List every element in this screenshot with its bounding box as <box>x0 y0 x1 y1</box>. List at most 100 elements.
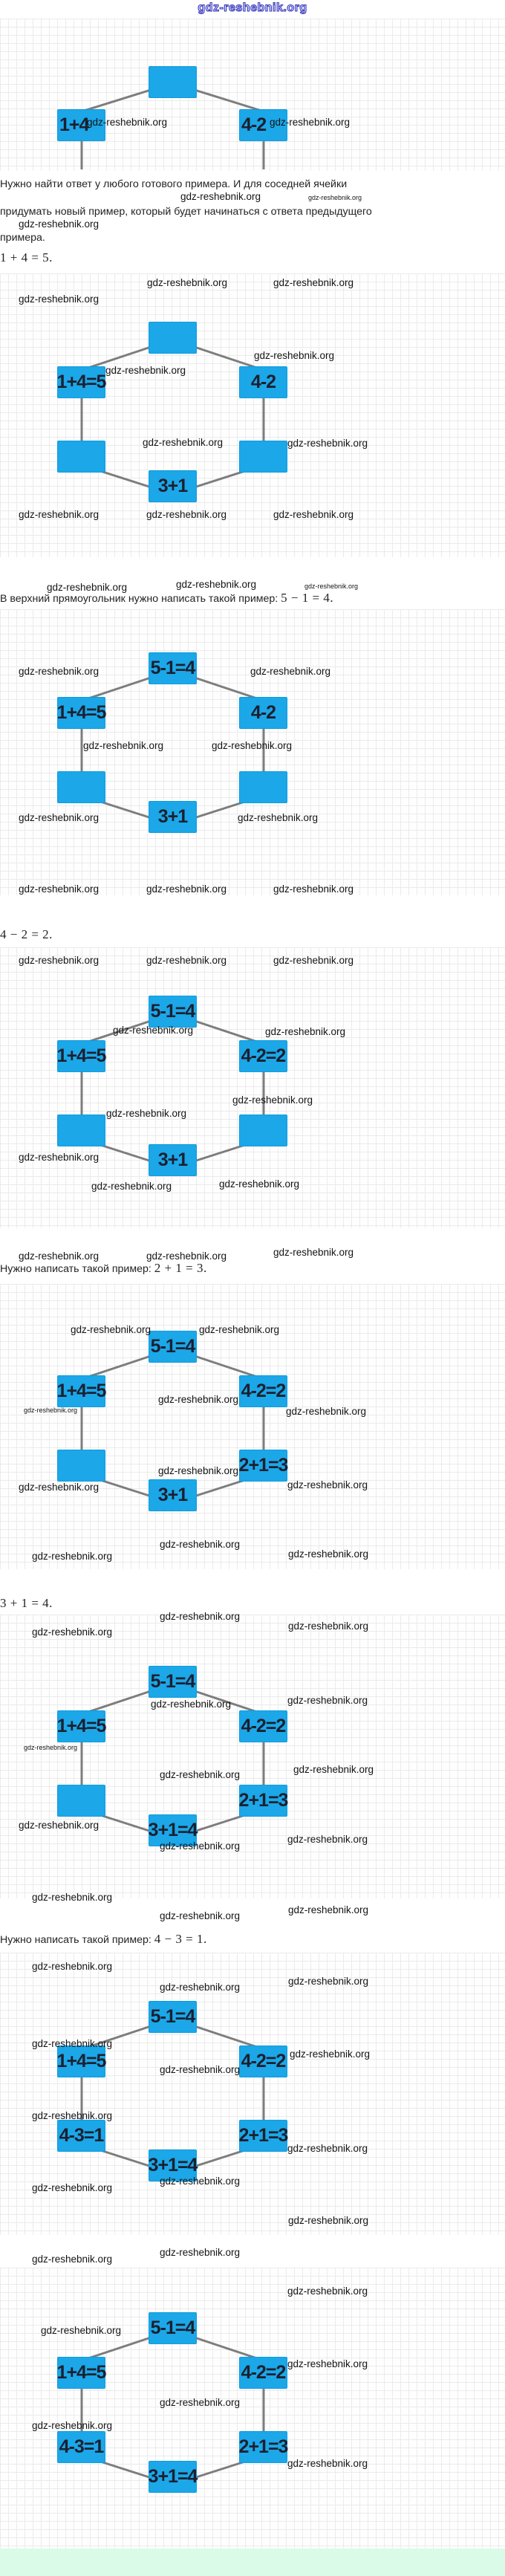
paragraph-9: Нужно написать такой пример: 4 − 3 = 1. <box>0 1933 207 1947</box>
step-2-box-ur: 4-2 <box>239 366 287 398</box>
site-watermark: gdz-reshebnik.org <box>199 1324 280 1335</box>
step-1-tree-box-right: 4-2 <box>239 109 287 141</box>
step-8-final-box-ul: 1+4=5 <box>57 2357 106 2389</box>
step-3-box-ul: 1+4=5 <box>57 697 106 729</box>
site-watermark: gdz-reshebnik.org <box>160 1982 241 1993</box>
site-watermark: gdz-reshebnik.org <box>147 277 228 288</box>
site-watermark: gdz-reshebnik.org <box>273 509 354 520</box>
site-watermark: gdz-reshebnik.org <box>113 1025 194 1036</box>
site-watermark: gdz-reshebnik.org <box>287 2285 368 2297</box>
site-watermark: gdz-reshebnik.org <box>265 1026 346 1037</box>
math-expression: 4 − 3 = 1. <box>154 1932 207 1946</box>
site-watermark: gdz-reshebnik.org <box>32 2038 113 2049</box>
step-3-box-bottom: 3+1 <box>149 801 197 833</box>
site-watermark: gdz-reshebnik.org <box>32 2420 113 2431</box>
step-6-box-ur: 4-2=2 <box>239 1710 287 1742</box>
site-watermark: gdz-reshebnik.org <box>288 1904 369 1915</box>
text-run: примера. <box>0 232 45 244</box>
step-6-connector-lines <box>80 1690 265 1834</box>
step-6-box-ll <box>57 1785 105 1817</box>
step-4-box-ll <box>57 1115 105 1146</box>
site-watermark: gdz-reshebnik.org <box>160 2064 241 2075</box>
step-4-connector-lines <box>80 1019 265 1164</box>
math-expression: 4 − 2 = 2. <box>0 927 53 941</box>
site-watermark: gdz-reshebnik.org <box>106 1108 187 1119</box>
step-8-final-box-lr: 2+1=3 <box>239 2431 288 2463</box>
step-4-box-ul: 1+4=5 <box>57 1040 106 1072</box>
step-6-box-top: 5-1=4 <box>149 1666 197 1698</box>
text-run: В верхний прямоугольник нужно написать т… <box>0 593 281 605</box>
site-watermark: gdz-reshebnik.org <box>286 1406 367 1417</box>
step-6-box-ul: 1+4=5 <box>57 1710 106 1742</box>
step-7-box-bottom: 3+1=4 <box>149 2150 198 2181</box>
site-watermark: gdz-reshebnik.org <box>288 1620 369 1632</box>
grid-paper-band <box>0 1615 505 1898</box>
site-watermark: gdz-reshebnik.org <box>19 955 100 966</box>
step-1-tree-box-left: 1+4 <box>57 109 105 141</box>
paragraph-6: 4 − 2 = 2. <box>0 928 53 942</box>
site-watermark: gdz-reshebnik.org <box>143 437 224 448</box>
step-5-box-lr: 2+1=3 <box>239 1450 288 1482</box>
step-7-connector-lines <box>80 2025 265 2169</box>
paragraph-2: придумать новый пример, который будет на… <box>0 205 372 218</box>
site-watermark: gdz-reshebnik.org <box>287 2358 368 2369</box>
site-watermark: gdz-reshebnik.org <box>273 277 354 288</box>
site-watermark: gdz-reshebnik.org <box>19 1250 100 1262</box>
text-run: придумать новый пример, который будет на… <box>0 206 372 218</box>
step-4-box-lr <box>239 1115 287 1146</box>
site-watermark: gdz-reshebnik.org <box>308 194 362 201</box>
step-4-box-top: 5-1=4 <box>149 996 197 1028</box>
site-watermark: gdz-reshebnik.org <box>287 2458 368 2469</box>
step-7-box-ll: 4-3=1 <box>57 2120 105 2152</box>
site-watermark: gdz-reshebnik.org <box>176 579 257 590</box>
site-watermark: gdz-reshebnik.org <box>83 740 164 751</box>
site-watermark: gdz-reshebnik.org <box>288 2215 369 2226</box>
step-2-box-ll <box>57 441 105 473</box>
site-watermark: gdz-reshebnik.org <box>160 1539 241 1550</box>
site-watermark: gdz-reshebnik.org <box>24 1407 78 1414</box>
site-watermark: gdz-reshebnik.org <box>290 2048 371 2060</box>
site-watermark: gdz-reshebnik.org <box>250 666 331 677</box>
site-watermark: gdz-reshebnik.org <box>19 812 100 823</box>
math-expression: 3 + 1 = 4. <box>0 1596 53 1610</box>
site-watermark: gdz-reshebnik.org <box>24 1744 78 1751</box>
step-5-connector-lines <box>80 1354 265 1499</box>
step-2-box-ul: 1+4=5 <box>57 366 106 398</box>
math-expression: 2 + 1 = 3. <box>154 1261 207 1275</box>
site-watermark: gdz-reshebnik.org <box>304 583 359 590</box>
site-watermark: gdz-reshebnik.org <box>19 509 100 520</box>
step-2-box-top <box>149 322 197 354</box>
site-watermark: gdz-reshebnik.org <box>19 293 100 305</box>
step-8-final-box-ll: 4-3=1 <box>57 2431 105 2463</box>
grid-paper-band <box>0 1284 505 1569</box>
site-watermark: gdz-reshebnik.org <box>160 1910 241 1921</box>
step-5-box-bottom: 3+1 <box>149 1479 197 1511</box>
site-watermark: gdz-reshebnik.org <box>19 1152 100 1163</box>
site-watermark: gdz-reshebnik.org <box>273 955 354 966</box>
text-run: Нужно написать такой пример: <box>0 1934 154 1946</box>
site-watermark: gdz-reshebnik.org <box>87 117 168 128</box>
site-watermark: gdz-reshebnik.org <box>160 2247 241 2258</box>
site-watermark: gdz-reshebnik.org <box>146 955 227 966</box>
site-watermark: gdz-reshebnik.org <box>32 2182 113 2193</box>
site-watermark: gdz-reshebnik.org <box>146 1250 227 1262</box>
site-watermark: gdz-reshebnik.org <box>287 2143 368 2154</box>
step-7-box-top: 5-1=4 <box>149 2001 197 2033</box>
footer-green-band <box>0 2549 505 2576</box>
site-watermark: gdz-reshebnik.org <box>71 1324 152 1335</box>
site-watermark: gdz-reshebnik.org <box>273 883 354 895</box>
site-watermark: gdz-reshebnik.org <box>287 1695 368 1706</box>
site-watermark: gdz-reshebnik.org <box>270 117 351 128</box>
paragraph-8: 3 + 1 = 4. <box>0 1597 53 1611</box>
site-watermark: gdz-reshebnik.org <box>91 1181 172 1192</box>
site-watermark: gdz-reshebnik.org <box>160 1769 241 1780</box>
site-watermark: gdz-reshebnik.org <box>287 1479 368 1490</box>
step-8-final-box-top: 5-1=4 <box>149 2312 197 2344</box>
math-expression: 5 − 1 = 4. <box>281 591 334 605</box>
site-watermark: gdz-reshebnik.org <box>180 191 261 202</box>
site-watermark: gdz-reshebnik.org <box>41 2325 122 2336</box>
site-watermark: gdz-reshebnik.org <box>219 1178 300 1190</box>
step-5-box-ur: 4-2=2 <box>239 1375 287 1407</box>
step-3-box-ur: 4-2 <box>239 697 287 729</box>
site-watermark: gdz-reshebnik.org <box>32 1626 113 1638</box>
